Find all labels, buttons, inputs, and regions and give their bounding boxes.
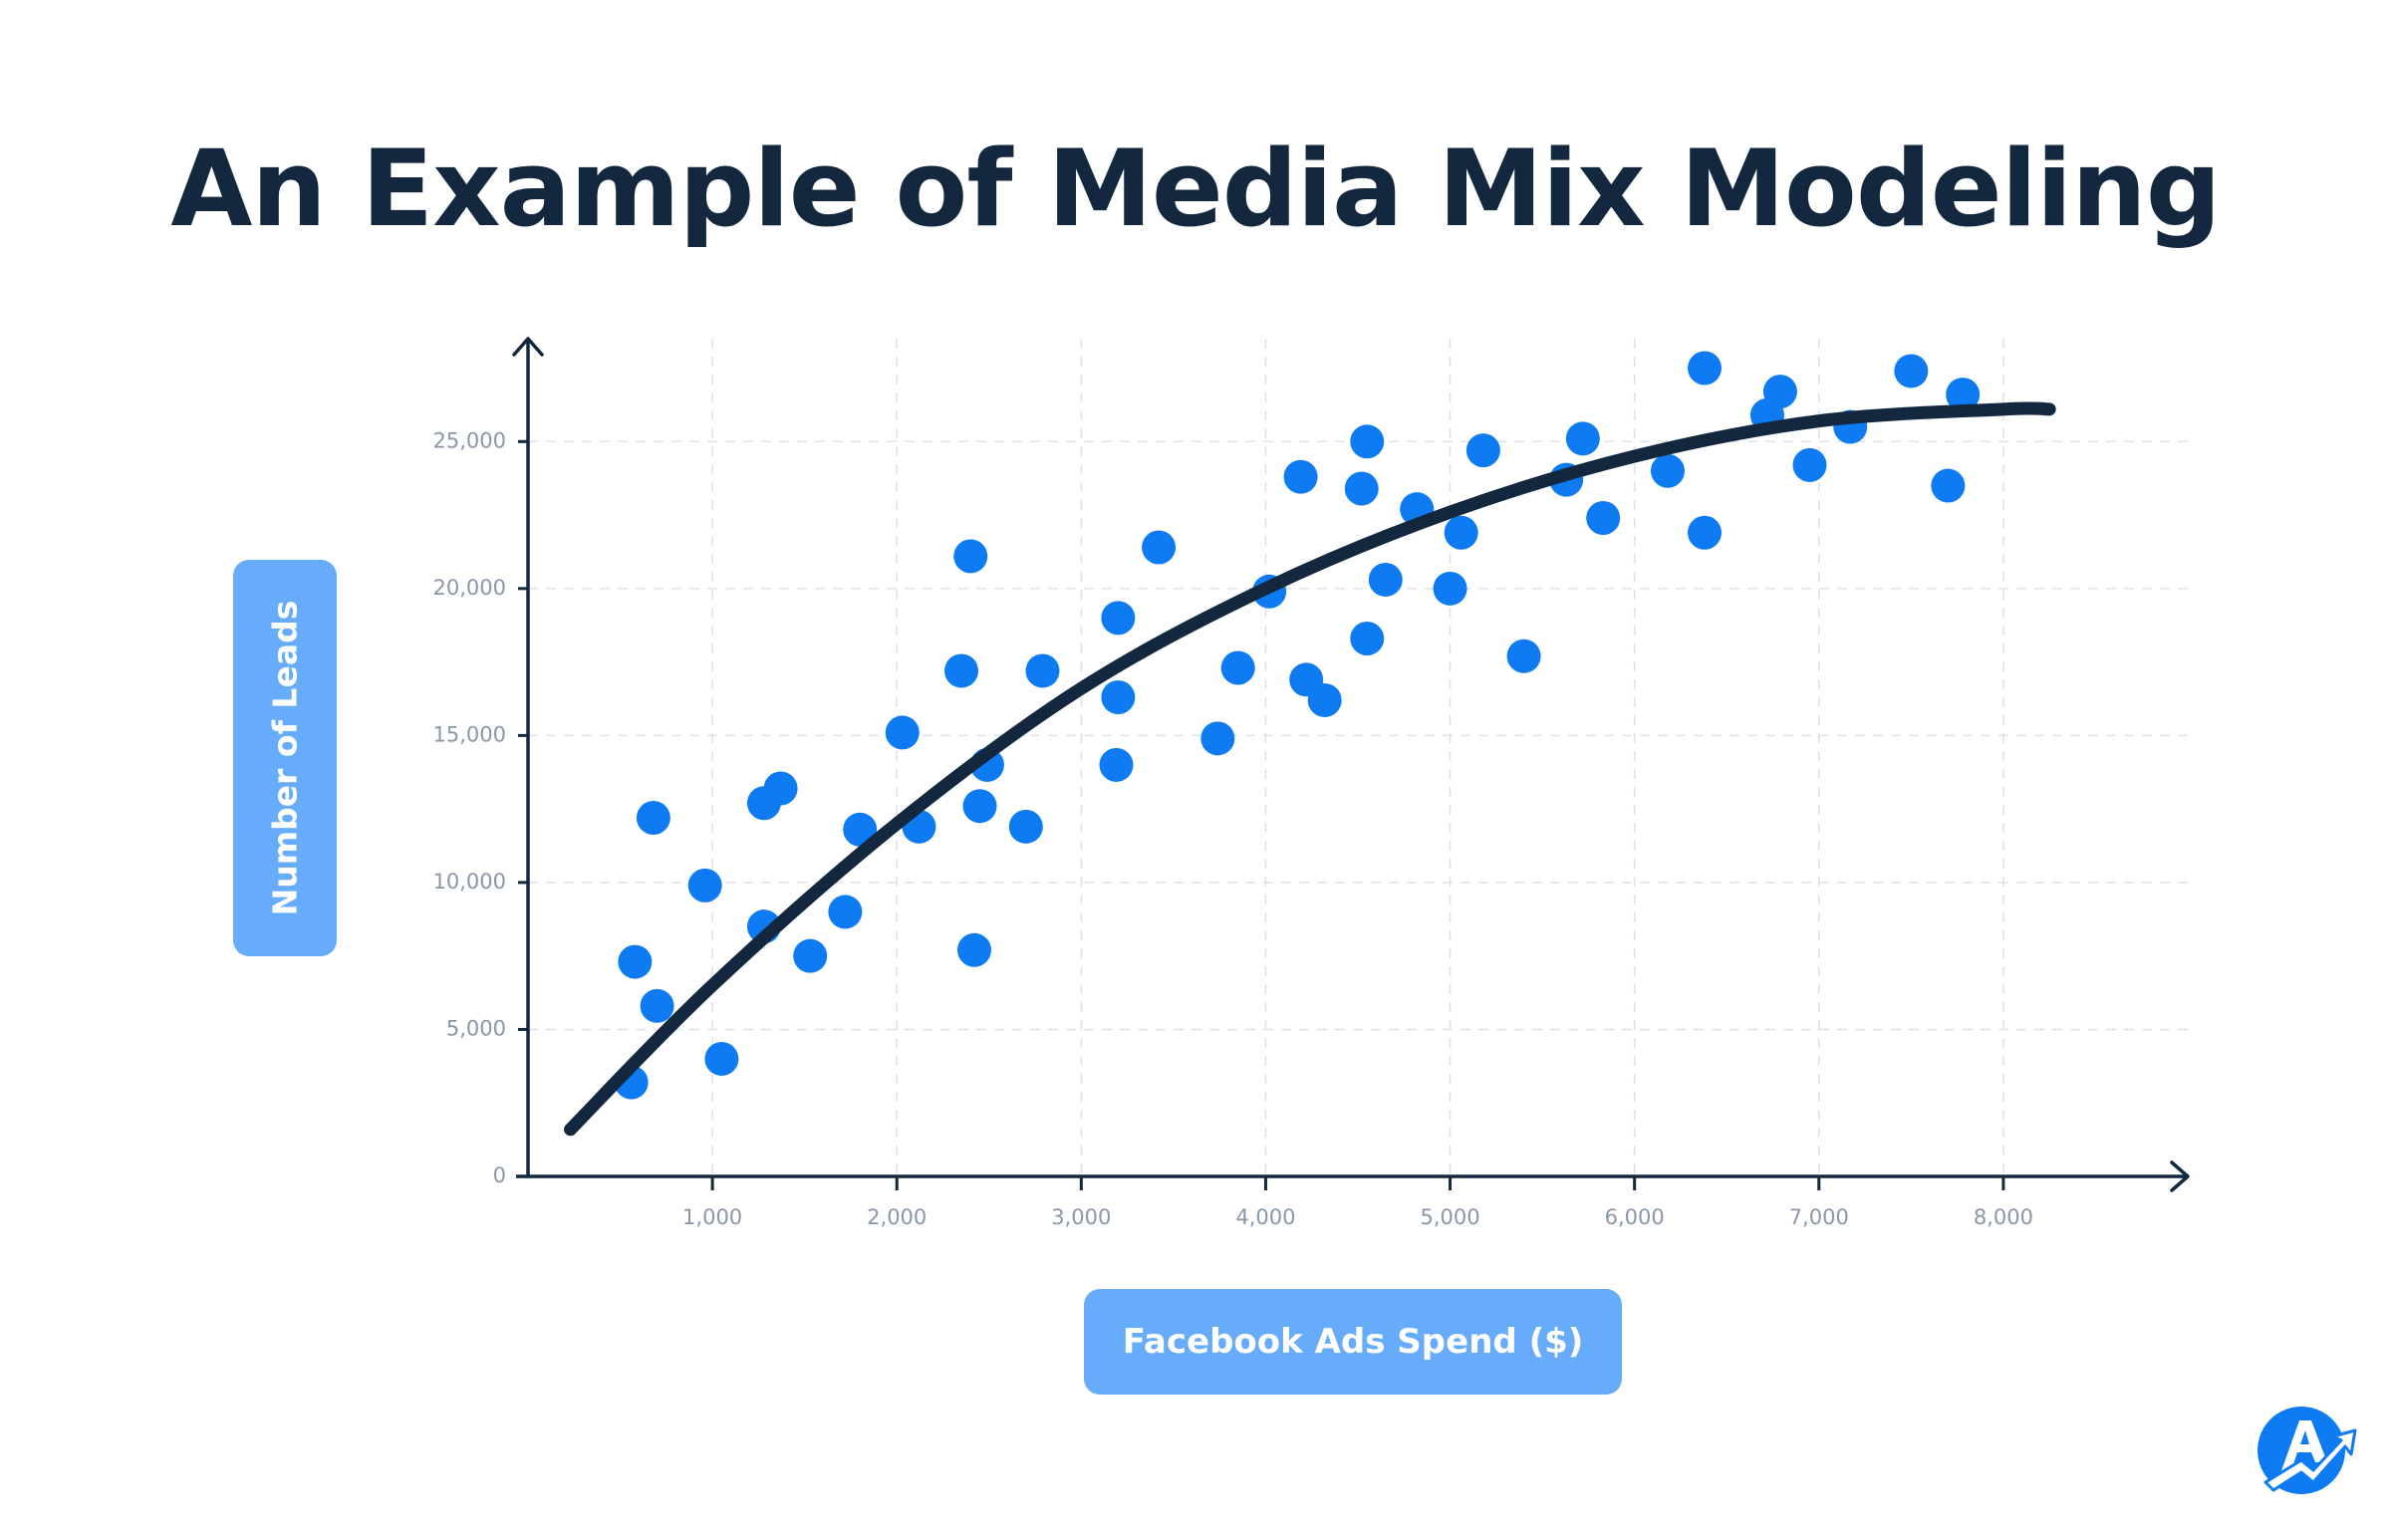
data-point <box>1465 433 1500 468</box>
data-point <box>1433 571 1467 606</box>
data-point <box>1350 424 1385 459</box>
y-tick-label: 0 <box>493 1163 506 1187</box>
axes <box>512 337 2190 1192</box>
data-point <box>1688 515 1723 550</box>
y-tick-labels: 0 5,000 10,000 15,000 20,000 25,000 <box>433 428 506 1187</box>
data-point <box>956 932 991 967</box>
data-point <box>828 895 863 929</box>
data-point <box>1220 650 1255 685</box>
data-point <box>704 1041 739 1076</box>
data-point <box>1368 562 1403 597</box>
y-tick-label: 15,000 <box>433 722 506 746</box>
data-point <box>640 988 674 1023</box>
data-point <box>687 868 722 902</box>
x-tick-label: 6,000 <box>1605 1205 1665 1229</box>
data-point <box>1142 530 1177 565</box>
data-point <box>1894 354 1929 388</box>
y-tick-label: 20,000 <box>433 576 506 600</box>
data-point <box>1586 501 1621 536</box>
data-point <box>1350 621 1385 655</box>
data-point <box>1344 471 1379 506</box>
data-point <box>1025 653 1060 688</box>
x-tick-label: 4,000 <box>1235 1205 1295 1229</box>
data-point <box>1307 682 1342 717</box>
trend-curve <box>564 401 2056 1137</box>
brand-logo-icon <box>2258 1407 2357 1494</box>
data-point <box>1506 639 1541 673</box>
data-point <box>843 812 878 847</box>
data-point <box>1200 721 1235 756</box>
data-points <box>614 351 1981 1100</box>
x-axis-label-pill: Facebook Ads Spend ($) <box>1084 1289 1622 1395</box>
data-point <box>1283 459 1318 494</box>
data-point <box>885 715 920 750</box>
data-point <box>1444 515 1478 550</box>
x-tick-label: 3,000 <box>1051 1205 1111 1229</box>
data-point <box>1650 453 1685 488</box>
data-point <box>1101 601 1136 636</box>
data-point <box>763 771 798 806</box>
y-axis-arrow-icon <box>512 337 544 357</box>
data-point <box>953 539 988 574</box>
y-tick-label: 10,000 <box>433 870 506 894</box>
y-tick-label: 5,000 <box>446 1016 506 1040</box>
data-point <box>618 944 653 979</box>
x-tick-label: 2,000 <box>867 1205 927 1229</box>
data-point <box>636 800 670 835</box>
y-axis-label-pill <box>233 560 337 956</box>
x-tick-labels: 1,000 2,000 3,000 4,000 5,000 6,000 7,000 8,000 <box>682 1205 2033 1229</box>
x-tick-label: 8,000 <box>1974 1205 2033 1229</box>
data-point <box>1688 351 1723 385</box>
y-tick-label: 25,000 <box>433 428 506 452</box>
x-axis-label: Facebook Ads Spend ($) <box>1122 1322 1584 1362</box>
x-tick-label: 7,000 <box>1789 1205 1849 1229</box>
x-tick-label: 1,000 <box>682 1205 742 1229</box>
data-point <box>793 938 828 973</box>
data-point <box>1008 809 1043 844</box>
chart-title: An Example of Media Mix Modeling <box>170 128 2221 250</box>
grid-lines <box>528 339 2188 1176</box>
data-point <box>1101 680 1136 715</box>
data-point <box>1762 375 1797 409</box>
data-point <box>1792 447 1827 482</box>
data-point <box>1946 378 1981 412</box>
data-point <box>1931 468 1966 503</box>
data-point <box>1099 747 1134 782</box>
data-point <box>962 789 997 824</box>
trend-line <box>564 401 2056 1137</box>
y-axis-label: Number of Leads <box>265 600 305 916</box>
x-axis-arrow-icon <box>2170 1160 2190 1192</box>
data-point <box>944 653 979 688</box>
x-tick-label: 5,000 <box>1420 1205 1479 1229</box>
data-point <box>1565 421 1600 456</box>
